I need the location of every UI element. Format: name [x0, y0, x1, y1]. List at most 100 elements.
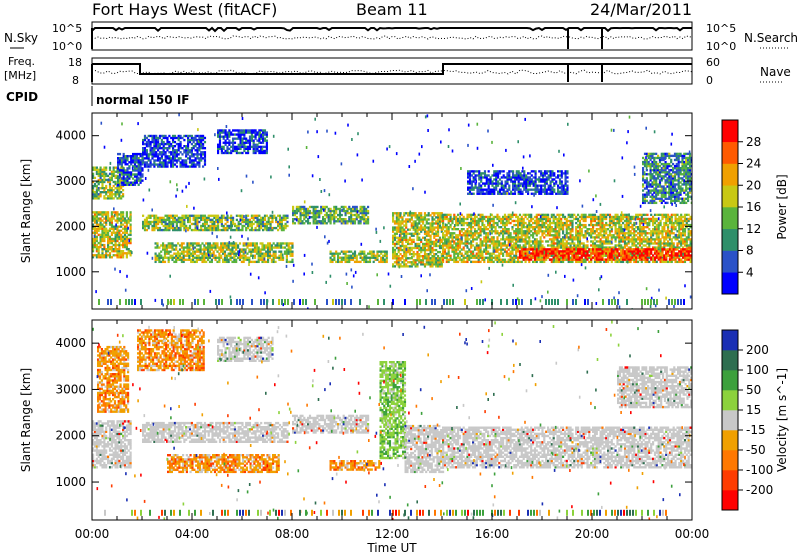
echo-cell — [558, 236, 561, 239]
echo-cell — [167, 260, 170, 264]
echo-cell — [238, 242, 242, 245]
echo-cell — [435, 248, 438, 252]
echo-cell — [503, 213, 507, 217]
echo-cell — [453, 217, 456, 221]
echo-cell — [108, 217, 112, 220]
echo-cell — [183, 222, 186, 226]
echo-cell — [97, 223, 100, 226]
echo-cell — [248, 228, 252, 232]
echo-cell — [149, 151, 152, 154]
echo-cell — [427, 248, 430, 252]
echo-cell — [500, 238, 503, 241]
echo-cell — [335, 209, 338, 213]
echo-cell — [232, 220, 235, 224]
echo-cell — [183, 151, 186, 154]
echo-cell — [552, 254, 555, 257]
echo-cell — [397, 242, 400, 246]
echo-cell — [282, 214, 285, 217]
echo-cell — [348, 256, 351, 259]
echo-cell — [112, 170, 115, 173]
echo-cell — [590, 215, 593, 219]
echo-cell — [449, 244, 452, 247]
echo-cell — [142, 222, 145, 226]
echo-cell — [122, 213, 125, 216]
echo-cell — [135, 157, 138, 160]
echo-cell — [620, 240, 623, 243]
echo-cell — [149, 163, 152, 166]
echo-cell — [522, 230, 525, 233]
echo-cell — [599, 238, 602, 241]
echo-cell — [301, 213, 304, 217]
echo-cell — [462, 215, 465, 219]
echo-cell — [416, 226, 419, 229]
echo-cell — [535, 213, 538, 217]
echo-cell — [422, 257, 425, 260]
echo-cell — [133, 161, 137, 164]
echo-cell — [577, 260, 580, 264]
echo-cell — [595, 240, 598, 243]
echo-cell — [295, 207, 298, 211]
echo-cell — [603, 213, 606, 217]
echo-cell — [438, 224, 442, 227]
echo-cell — [458, 258, 462, 261]
echo-cell — [258, 131, 261, 134]
echo-cell — [577, 232, 580, 235]
echo-cell — [563, 244, 567, 247]
echo-cell — [153, 226, 156, 230]
echo-cell — [129, 225, 132, 228]
echo-cell — [620, 213, 623, 217]
echo-cell — [223, 260, 227, 264]
echo-cell — [537, 240, 540, 243]
echo-cell — [592, 242, 595, 245]
echo-cell — [117, 171, 120, 174]
echo-cell — [405, 238, 408, 242]
echo-cell — [584, 226, 587, 229]
echo-cell — [153, 145, 156, 148]
cpid-label: CPID — [6, 90, 38, 104]
echo-cell — [123, 229, 127, 232]
echo-cell — [526, 228, 529, 231]
echo-cell — [237, 137, 240, 140]
echo-cell — [327, 220, 330, 223]
echo-cell — [342, 220, 345, 223]
echo-cell — [466, 217, 469, 221]
echo-cell — [560, 228, 563, 231]
echo-cell — [420, 216, 423, 219]
echo-cell — [494, 248, 497, 251]
echo-cell — [399, 228, 402, 231]
echo-cell — [180, 246, 183, 249]
echo-cell — [344, 256, 347, 259]
echo-cell — [143, 134, 147, 138]
echo-cell — [393, 228, 397, 231]
echo-cell — [93, 217, 97, 220]
echo-cell — [513, 238, 516, 241]
echo-cell — [229, 258, 232, 261]
echo-cell — [548, 223, 552, 227]
echo-cell — [567, 228, 570, 231]
echo-cell — [509, 236, 512, 239]
echo-cell — [558, 213, 561, 217]
echo-cell — [543, 260, 546, 264]
echo-cell — [105, 174, 108, 178]
echo-cell — [200, 155, 203, 158]
echo-cell — [440, 228, 443, 231]
echo-cell — [507, 244, 510, 247]
echo-cell — [135, 181, 138, 184]
echo-cell — [231, 242, 234, 245]
echo-cell — [243, 135, 246, 138]
echo-cell — [157, 159, 160, 162]
echo-cell — [427, 222, 430, 225]
echo-cell — [193, 250, 197, 253]
echo-cell — [143, 218, 147, 222]
echo-cell — [164, 155, 167, 158]
echo-cell — [169, 256, 172, 259]
echo-cell — [239, 141, 242, 144]
echo-cell — [209, 220, 212, 224]
echo-cell — [437, 261, 440, 264]
echo-cell — [312, 216, 315, 219]
echo-cell — [408, 257, 412, 260]
echo-cell — [142, 153, 145, 156]
echo-cell — [129, 239, 132, 243]
echo-cell — [522, 234, 525, 237]
echo-cell — [230, 220, 233, 224]
